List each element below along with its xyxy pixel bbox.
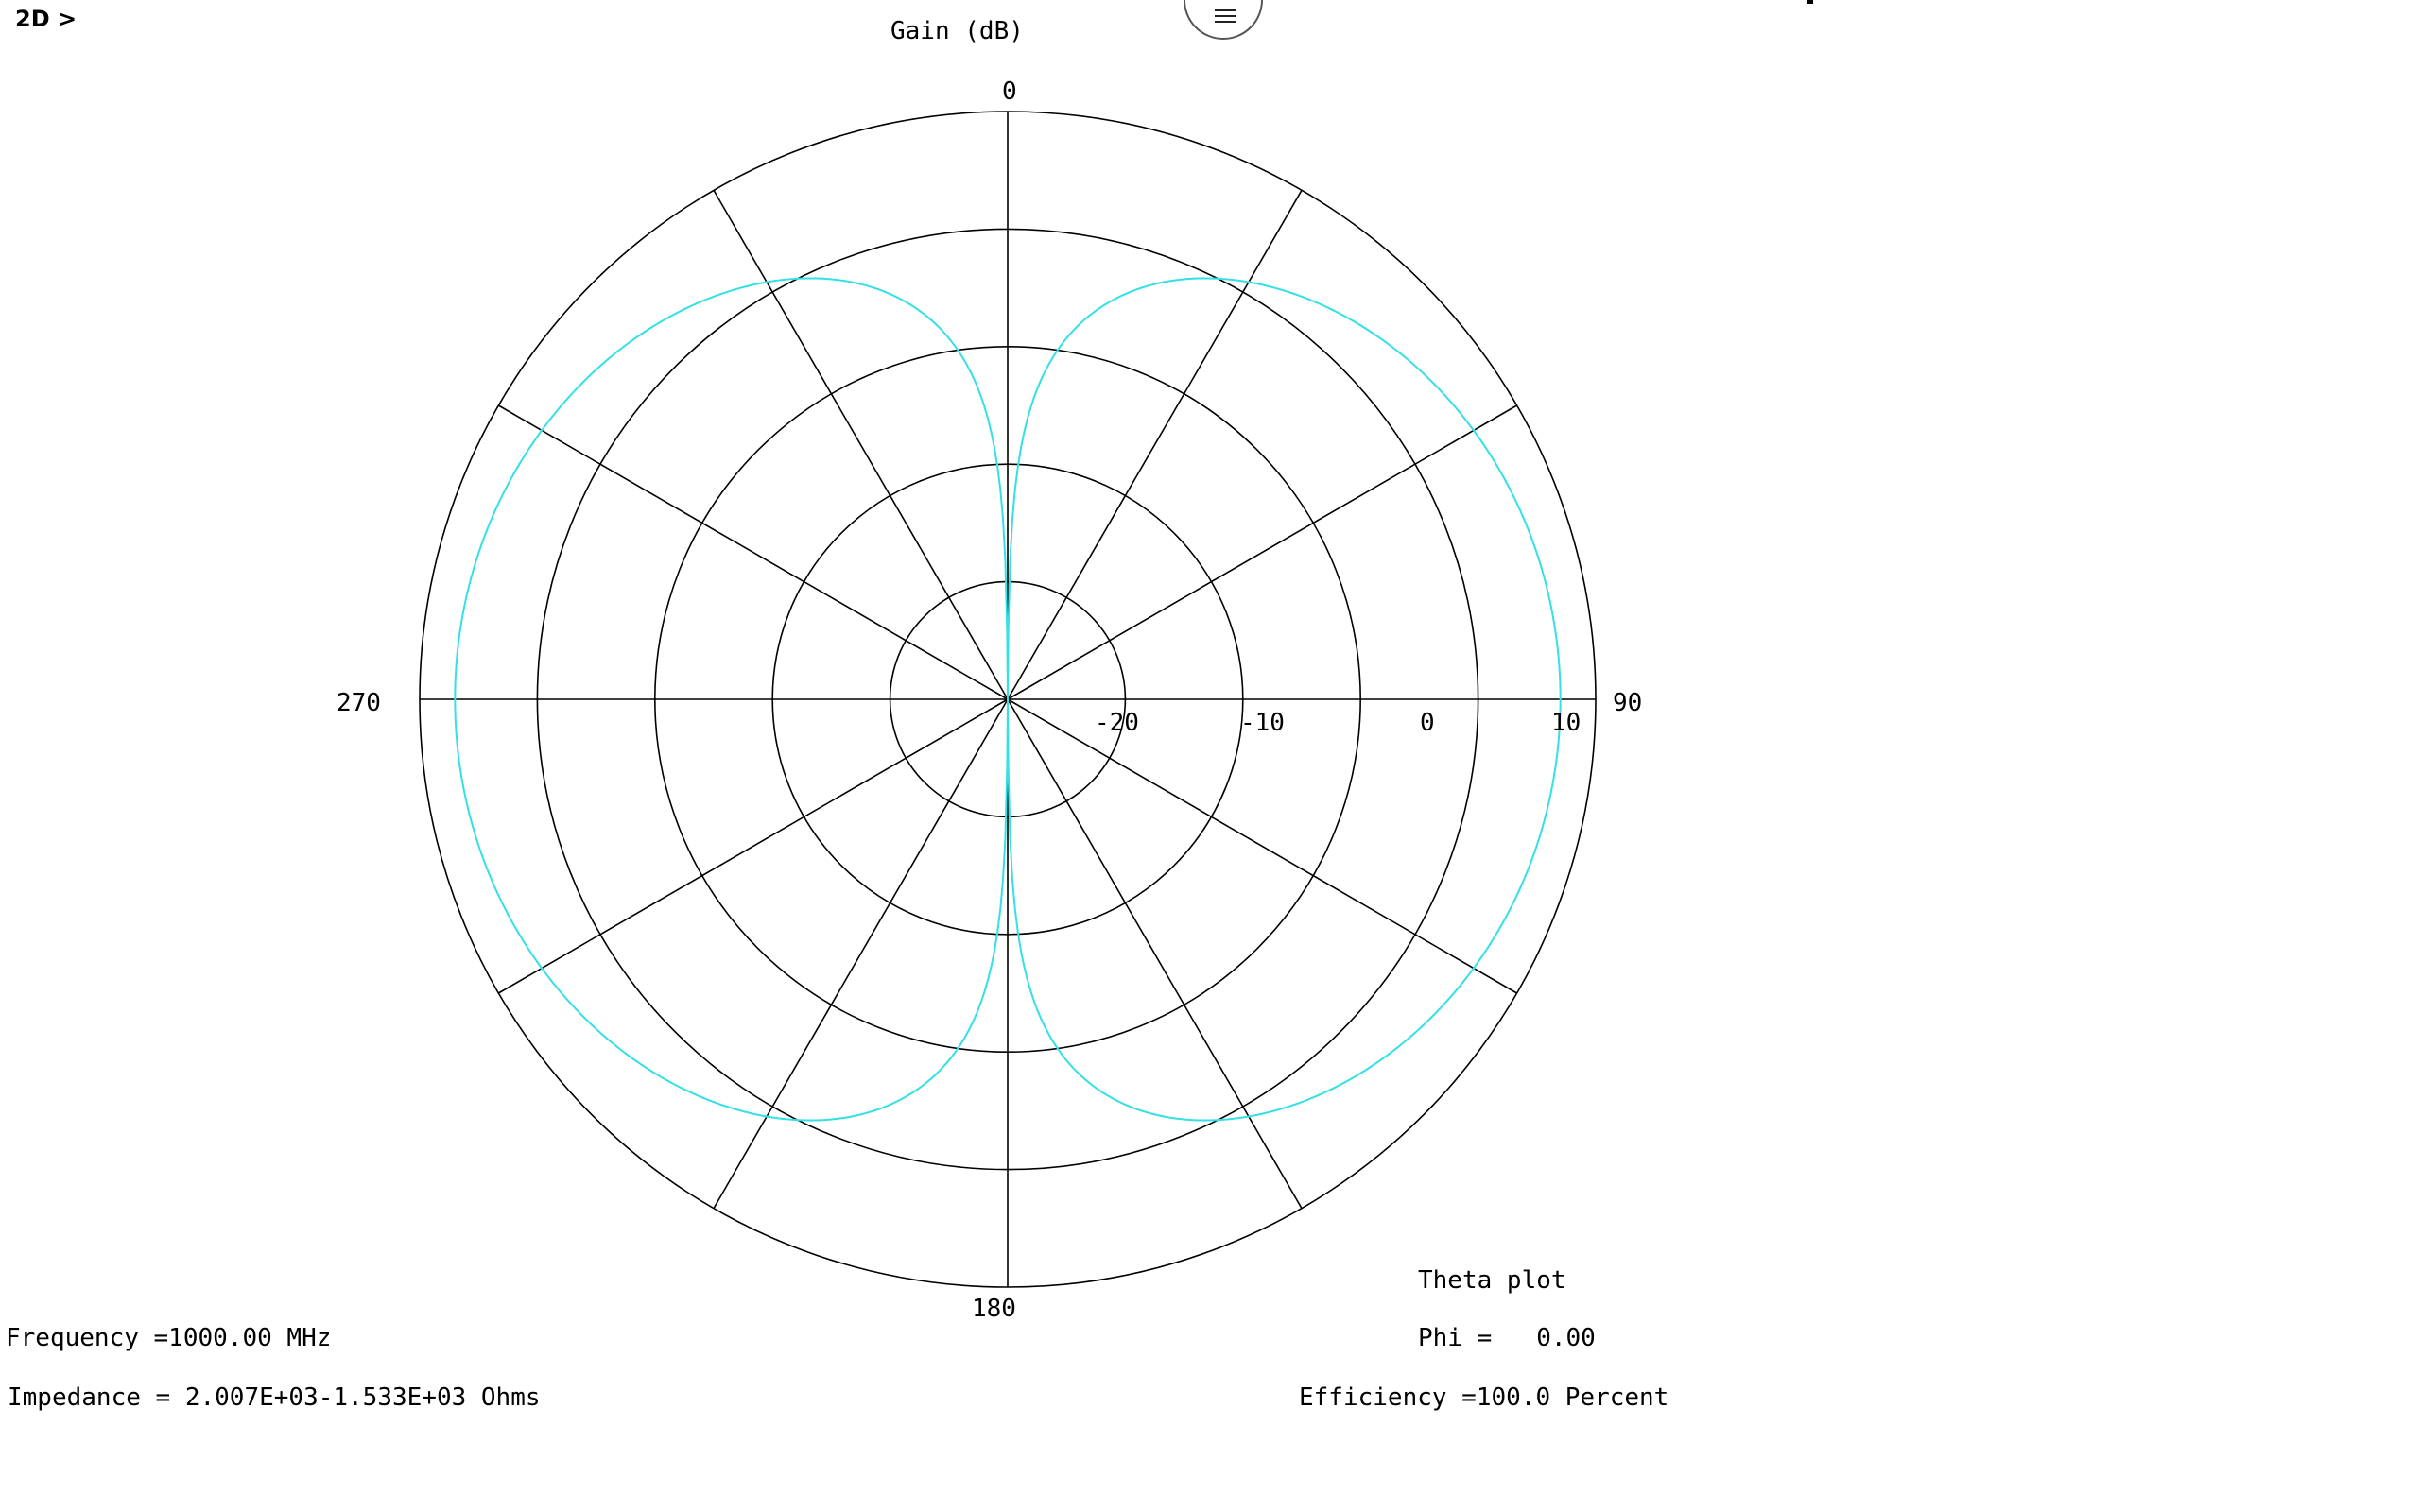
gain-point-185 xyxy=(980,1000,983,1003)
angle-spokes xyxy=(420,112,1596,1287)
gain-point-300 xyxy=(540,429,543,432)
gain-point-340 xyxy=(855,282,857,284)
gain-point-210 xyxy=(765,1115,768,1118)
gain-point-5 xyxy=(1032,396,1035,399)
radial-label-0: 0 xyxy=(1420,709,1435,737)
pattern-layer xyxy=(454,277,1562,1122)
angle-label-270: 270 xyxy=(337,689,381,717)
gain-point-120 xyxy=(1473,967,1476,970)
gain-point-285 xyxy=(475,556,478,558)
plot-type-label: Theta plot xyxy=(1418,1266,1566,1295)
gain-point-105 xyxy=(1537,840,1540,843)
gain-point-90 xyxy=(1559,698,1562,700)
gain-point-20 xyxy=(1158,282,1161,284)
angle-label-0: 0 xyxy=(1002,77,1017,106)
spoke-60 xyxy=(1007,404,1518,700)
spoke-330 xyxy=(713,189,1009,700)
phi-label: Phi = 0.00 xyxy=(1418,1324,1596,1352)
spoke-150 xyxy=(1007,698,1303,1210)
gain-point-270 xyxy=(454,698,457,700)
gain-point-255 xyxy=(475,840,478,843)
gain-point-240 xyxy=(540,967,543,970)
impedance-readout: Impedance = 2.007E+03-1.533E+03 Ohms xyxy=(8,1383,541,1412)
gain-point-355 xyxy=(980,396,983,399)
gain-point-330 xyxy=(765,281,768,284)
spoke-30 xyxy=(1007,189,1303,700)
spoke-120 xyxy=(1007,698,1518,994)
gain-point-225 xyxy=(640,1064,643,1067)
gain-point-30 xyxy=(1248,281,1251,284)
plot-title: Gain (dB) xyxy=(890,17,1024,45)
gain-point-160 xyxy=(1158,1114,1161,1117)
spoke-300 xyxy=(497,404,1009,700)
gain-point-190 xyxy=(942,1066,944,1069)
gain-point-350 xyxy=(942,330,944,333)
gain-point-45 xyxy=(1373,332,1375,335)
corner-mark xyxy=(1807,0,1813,4)
radial-label-minus20: -20 xyxy=(1095,709,1139,737)
gain-point-175 xyxy=(1032,1000,1035,1003)
spoke-210 xyxy=(713,698,1009,1210)
gain-point-170 xyxy=(1071,1066,1074,1069)
angle-label-90: 90 xyxy=(1613,689,1643,717)
radial-label-10: 10 xyxy=(1551,709,1582,737)
gain-point-200 xyxy=(855,1114,857,1117)
gain-point-315 xyxy=(640,332,643,335)
gain-point-60 xyxy=(1473,429,1476,432)
gain-point-135 xyxy=(1373,1064,1375,1067)
gain-point-75 xyxy=(1537,556,1540,558)
spoke-240 xyxy=(497,698,1009,994)
gain-point-10 xyxy=(1071,330,1074,333)
efficiency-readout: Efficiency =100.0 Percent xyxy=(1299,1383,1669,1412)
gain-point-150 xyxy=(1248,1115,1251,1118)
hamburger-menu-icon xyxy=(1215,9,1236,23)
angle-label-180: 180 xyxy=(972,1295,1016,1323)
breadcrumb-2d[interactable]: 2D > xyxy=(15,6,78,32)
frequency-readout: Frequency =1000.00 MHz xyxy=(6,1324,332,1352)
radial-label-minus10: -10 xyxy=(1240,709,1285,737)
